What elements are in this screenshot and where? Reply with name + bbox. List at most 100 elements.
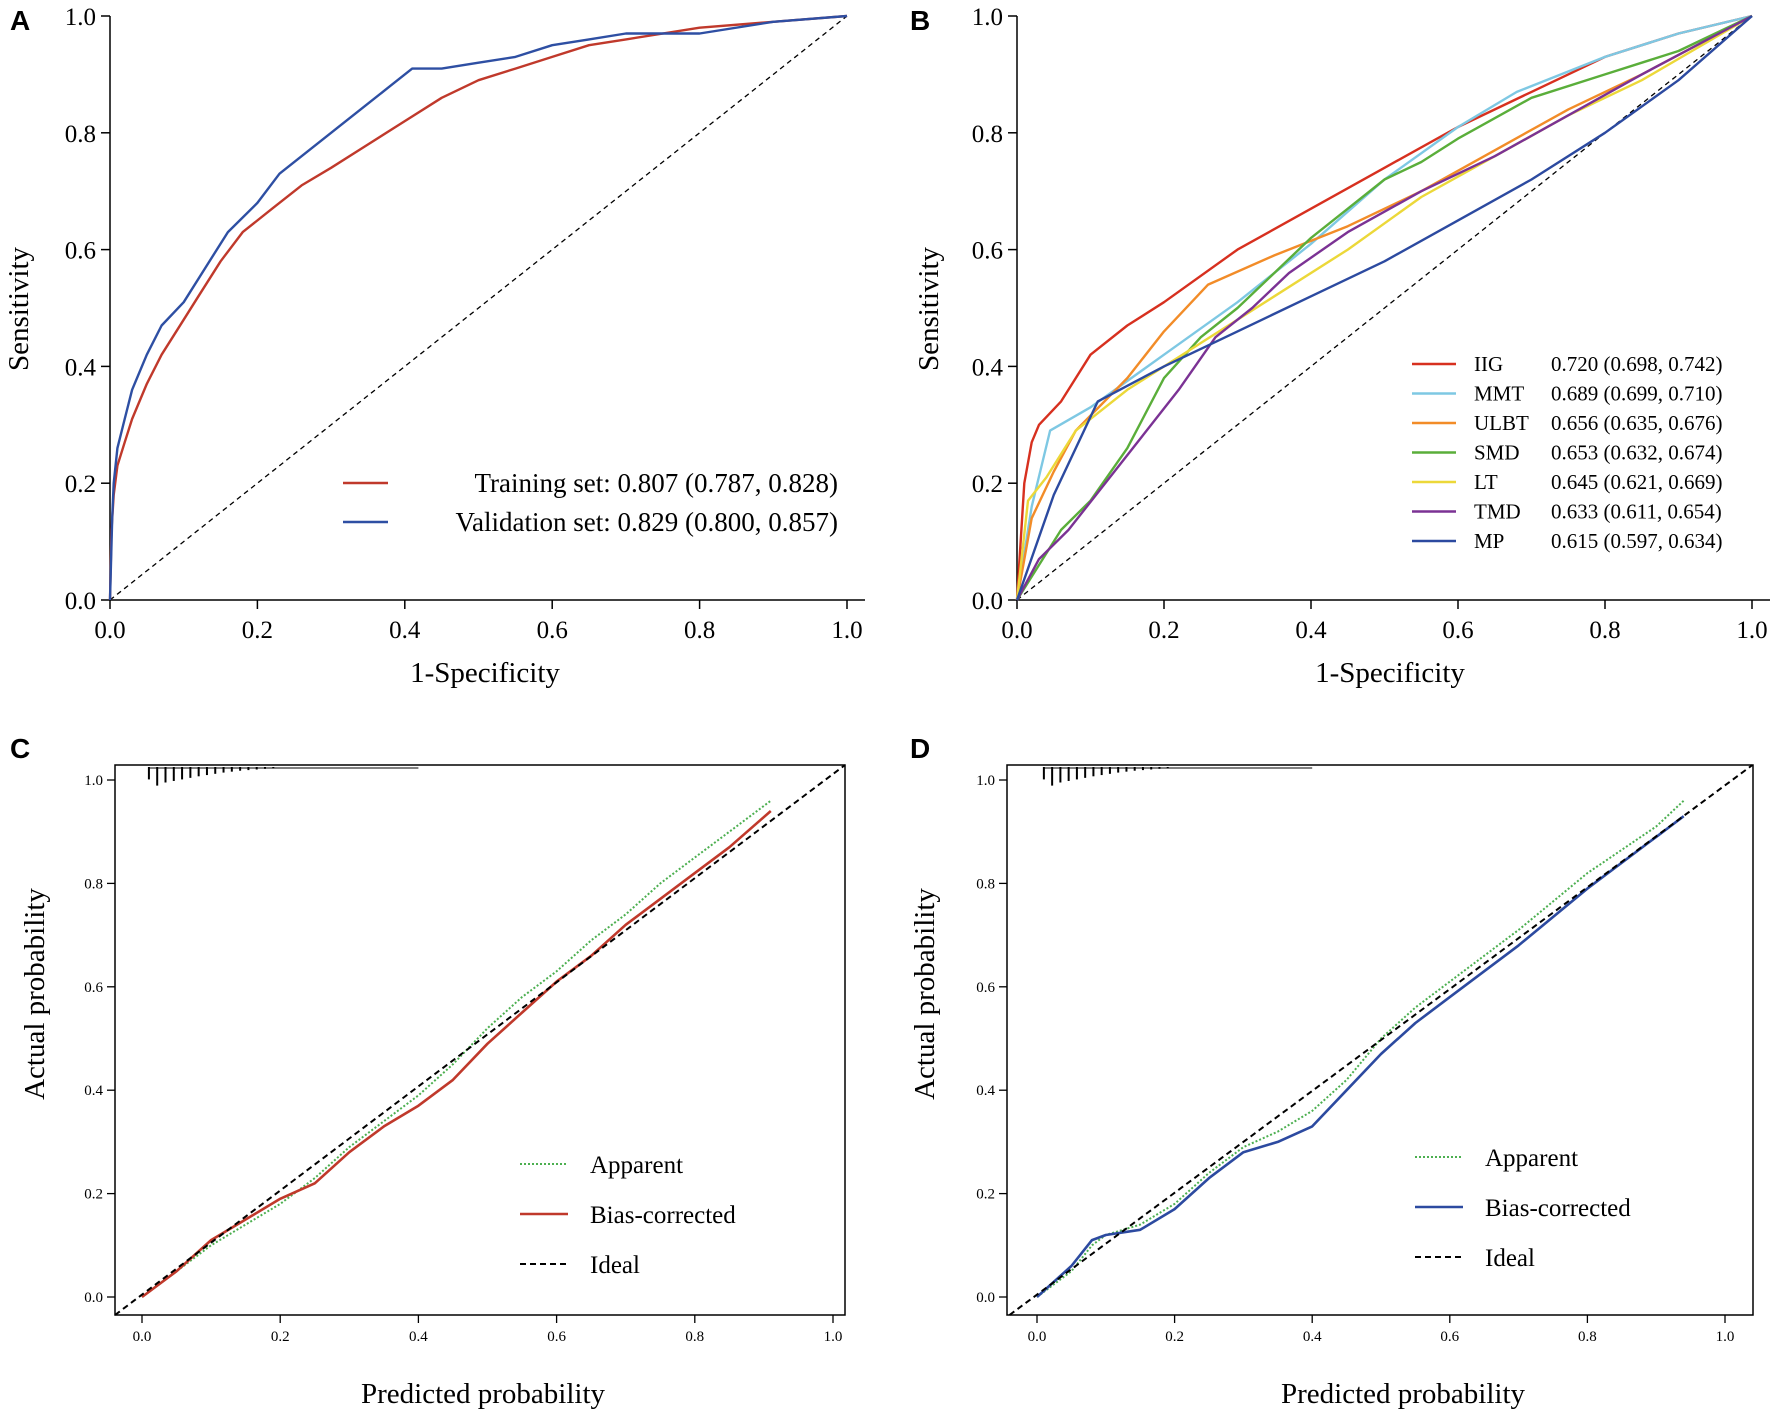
panel-c-series-ideal (114, 764, 846, 1316)
legend-label-bias-c: Bias-corrected (590, 1202, 736, 1229)
panel-b-legend-name-mp: MP (1474, 529, 1504, 553)
panel-d-y-tick-label: 0.8 (976, 876, 995, 892)
panel-b-legend-auc-iig: 0.720 (0.698, 0.742) (1551, 352, 1723, 376)
panel-c-y-tick-label: 0.6 (84, 980, 103, 996)
panel-b-series-smd (1015, 14, 1753, 601)
panel-c-ylabel: Actual probability (19, 888, 51, 1100)
panel-b-y-tick-label: 0.6 (972, 238, 1003, 265)
panel-d-series-bias-corrected (1036, 815, 1685, 1298)
panel-b-series-mmt (1015, 14, 1753, 601)
panel-b-legend-name-lt: LT (1474, 470, 1498, 494)
panel-c-y-tick-label: 0.2 (84, 1187, 103, 1203)
panel-b-legend-name-smd: SMD (1474, 441, 1520, 465)
panel-d-x-tick-label: 0.4 (1303, 1329, 1322, 1345)
panel-b-reference-diagonal (1016, 15, 1753, 601)
panel-a-x-tick-label: 0.6 (537, 617, 568, 644)
panel-d-ylabel: Actual probability (909, 888, 941, 1100)
panel-b-legend-auc-lt: 0.645 (0.621, 0.669) (1551, 470, 1723, 494)
panel-a-plot: 0.0 0.2 0.4 0.6 0.8 1.0 0.0 0.2 0.4 0.6 0.8 1.0 (65, 4, 865, 644)
panel-b-y-tick-label: 0.8 (972, 121, 1003, 148)
panel-c-x-tick-label: 1.0 (824, 1329, 843, 1345)
legend-label-apparent-d: Apparent (1485, 1145, 1578, 1172)
panel-d-y-tick-label: 0.4 (976, 1083, 995, 1099)
panel-b-series-tmd (1015, 14, 1753, 601)
panel-b-legend-name-iig: IIG (1474, 352, 1503, 376)
panel-c-x-tick-label: 0.2 (271, 1329, 290, 1345)
panel-d-y-tick-label: 0.2 (976, 1187, 995, 1203)
panel-a-xlabel: 1-Specificity (410, 657, 560, 689)
panel-a-x-tick-label: 0.8 (684, 617, 715, 644)
panel-b-plot: 0.0 0.2 0.4 0.6 0.8 1.0 0.0 0.2 0.4 0.6 0.8 1.0 IIG 0… (972, 4, 1770, 644)
legend-label-ideal-c: Ideal (590, 1252, 640, 1279)
panel-c-x-tick-label: 0.8 (685, 1329, 704, 1345)
panel-d-series-ideal (1008, 764, 1754, 1316)
panel-b-legend-name-tmd: TMD (1474, 500, 1521, 524)
panel-d-plot: 0.0 0.2 0.4 0.6 0.8 1.0 0.0 0.2 0.4 0.6 0.8 1.0 (976, 764, 1754, 1345)
panel-c-series-apparent (141, 799, 772, 1298)
legend-label-bias-d: Bias-corrected (1485, 1195, 1631, 1222)
panel-b-x-tick-label: 0.2 (1148, 617, 1179, 644)
panel-a-x-tick-label: 1.0 (831, 617, 862, 644)
panel-a-y-tick-label: 1.0 (65, 4, 96, 31)
panel-b-series-ulbt (1015, 14, 1753, 601)
panel-b-x-tick-label: 0.0 (1001, 617, 1032, 644)
panel-a-series-validation-set (108, 14, 848, 601)
panel-c-xlabel: Predicted probability (361, 1378, 606, 1410)
legend-label-apparent-c: Apparent (590, 1152, 683, 1179)
panel-letter-c: C (10, 733, 30, 764)
panel-b-series-mp (1015, 15, 1753, 601)
panel-d-series-apparent (1036, 799, 1685, 1298)
panel-b-legend-auc-smd: 0.653 (0.632, 0.674) (1551, 441, 1723, 465)
panel-c-x-tick-label: 0.4 (409, 1329, 428, 1345)
panel-d-x-tick-label: 0.2 (1165, 1329, 1184, 1345)
panel-b-legend-name-ulbt: ULBT (1474, 411, 1529, 435)
panel-a-y-tick-label: 0.6 (65, 238, 96, 265)
panel-c-x-tick-label: 0.0 (133, 1329, 152, 1345)
panel-b-x-tick-label: 0.6 (1442, 617, 1473, 644)
panel-a-y-tick-label: 0.4 (65, 354, 97, 381)
panel-d-y-tick-label: 0.0 (976, 1290, 995, 1306)
legend-label-ideal-d: Ideal (1485, 1245, 1535, 1272)
panel-d-x-tick-label: 0.8 (1578, 1329, 1597, 1345)
panel-d-x-tick-label: 1.0 (1716, 1329, 1735, 1345)
legend-label-training: Training set: 0.807 (0.787, 0.828) (475, 468, 839, 498)
panel-a-reference-diagonal (109, 15, 848, 601)
panel-a-y-tick-label: 0.8 (65, 121, 96, 148)
panel-d-xlabel: Predicted probability (1281, 1378, 1526, 1410)
panel-d-y-tick-label: 0.6 (976, 980, 995, 996)
panel-c-legend: Apparent Bias-corrected Ideal (520, 1152, 736, 1279)
panel-c-series-bias-corrected (141, 810, 772, 1299)
panel-a-legend: Training set: 0.807 (0.787, 0.828) Valid… (343, 468, 838, 537)
panel-c-y-tick-label: 0.4 (84, 1083, 103, 1099)
panel-a-series-training-set (108, 14, 848, 601)
panel-b-legend-auc-tmd: 0.633 (0.611, 0.654) (1551, 500, 1722, 524)
panel-b-xlabel: 1-Specificity (1315, 657, 1465, 689)
panel-b-x-tick-label: 1.0 (1736, 617, 1767, 644)
panel-b-y-tick-label: 0.4 (972, 354, 1004, 381)
panel-b-x-tick-label: 0.4 (1295, 617, 1327, 644)
panel-a-y-tick-label: 0.2 (65, 471, 96, 498)
panel-b-legend-name-mmt: MMT (1474, 382, 1524, 406)
panel-c-y-tick-label: 0.0 (84, 1290, 103, 1306)
panel-c-plot: 0.0 0.2 0.4 0.6 0.8 1.0 0.0 0.2 0.4 0.6 0.8 1.0 (84, 764, 846, 1345)
panel-b-x-tick-label: 0.8 (1589, 617, 1620, 644)
panel-b-series-iig (1015, 14, 1753, 601)
panel-b-legend-auc-mp: 0.615 (0.597, 0.634) (1551, 529, 1723, 553)
panel-a-x-tick-label: 0.0 (94, 617, 125, 644)
panel-b-ylabel: Sensitivity (913, 246, 945, 371)
panel-a-x-tick-label: 0.4 (389, 617, 421, 644)
panel-d-legend: Apparent Bias-corrected Ideal (1415, 1145, 1631, 1272)
panel-a-y-tick-label: 0.0 (65, 588, 96, 615)
panel-b-legend-auc-ulbt: 0.656 (0.635, 0.676) (1551, 411, 1723, 435)
panel-b-y-tick-label: 0.0 (972, 588, 1003, 615)
panel-c-frame (114, 764, 846, 1316)
panel-b-legend-auc-mmt: 0.689 (0.699, 0.710) (1551, 382, 1723, 406)
panel-a-ylabel: Sensitivity (3, 246, 35, 371)
panel-d-x-tick-label: 0.0 (1028, 1329, 1047, 1345)
panel-letter-d: D (910, 733, 930, 764)
panel-c-y-tick-label: 0.8 (84, 876, 103, 892)
panel-a-x-tick-label: 0.2 (242, 617, 273, 644)
legend-label-validation: Validation set: 0.829 (0.800, 0.857) (456, 507, 838, 537)
panel-b-y-tick-label: 0.2 (972, 471, 1003, 498)
